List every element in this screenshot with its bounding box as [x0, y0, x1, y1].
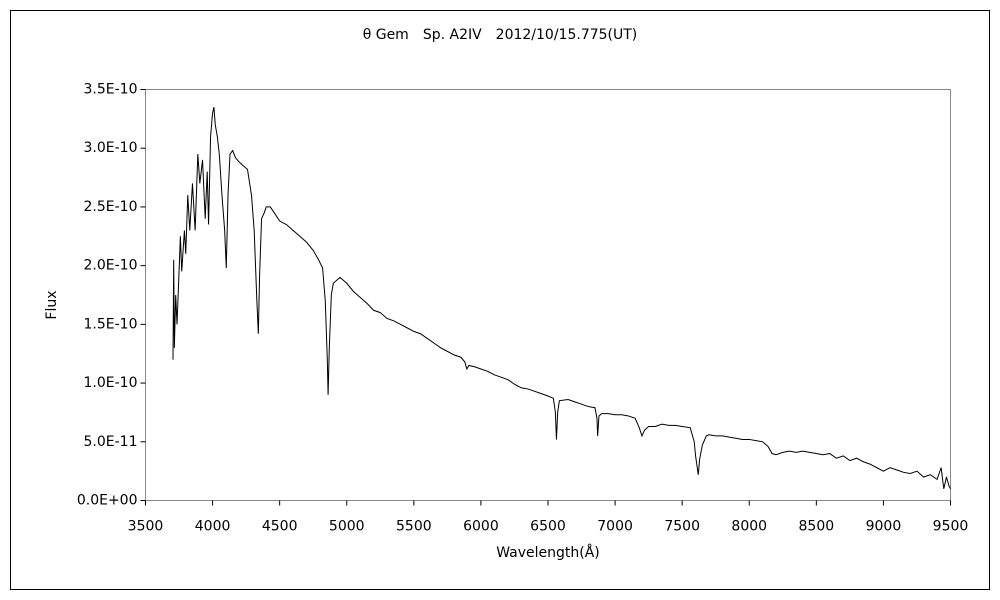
y-tick-label: 1.0E-10	[84, 375, 138, 391]
x-tick-label: 6000	[463, 519, 499, 535]
x-tick-label: 9000	[866, 519, 902, 535]
x-tick-label: 7500	[664, 519, 700, 535]
y-tick-label: 3.5E-10	[84, 82, 138, 98]
x-tick-label: 7000	[597, 519, 633, 535]
y-tick-label: 5.0E-11	[84, 434, 138, 450]
plot-area	[145, 89, 951, 501]
x-tick-label: 3500	[128, 519, 164, 535]
y-tick-label: 2.5E-10	[84, 199, 138, 215]
x-tick-label: 4000	[195, 519, 231, 535]
y-axis-label: Flux	[44, 290, 60, 319]
x-tick-label: 9500	[933, 519, 969, 535]
y-tick-label: 0.0E+00	[77, 493, 138, 509]
y-tick-label: 2.0E-10	[84, 258, 138, 274]
chart-title: θ Gem Sp. A2IV 2012/10/15.775(UT)	[363, 27, 638, 43]
x-axis-label: Wavelength(Å)	[496, 544, 600, 561]
y-tick-label: 3.0E-10	[84, 140, 138, 156]
chart-frame	[10, 10, 990, 590]
x-tick-label: 4500	[262, 519, 298, 535]
x-tick-label: 6500	[530, 519, 566, 535]
y-tick-label: 1.5E-10	[84, 316, 138, 332]
x-tick-label: 5500	[396, 519, 432, 535]
x-tick-label: 5000	[329, 519, 365, 535]
x-tick-label: 8500	[799, 519, 835, 535]
spectrum-line	[172, 106, 951, 490]
x-tick-label: 8000	[731, 519, 767, 535]
